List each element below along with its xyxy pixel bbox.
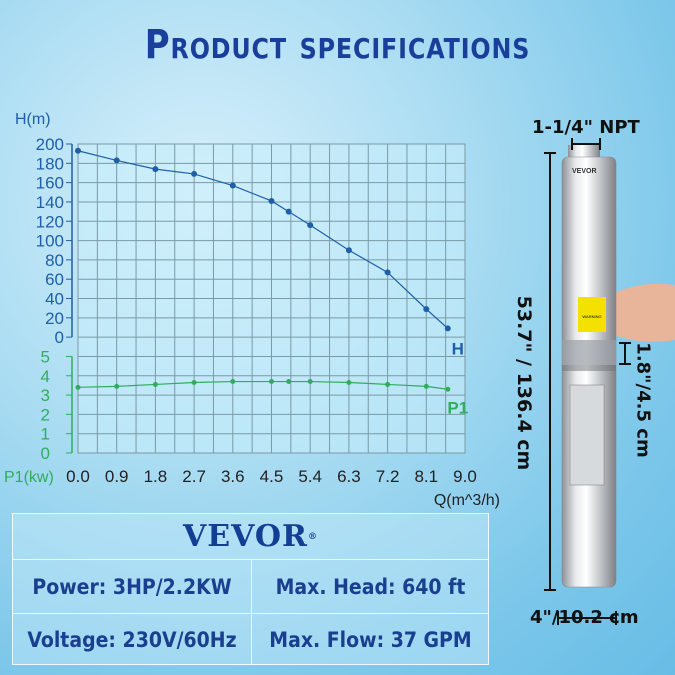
y2-tick-label: 5 <box>41 347 50 366</box>
brand-logo: VEVOR ® <box>183 519 318 554</box>
y-axis-label: H(m) <box>15 111 51 128</box>
y-tick-label: 60 <box>45 270 64 289</box>
chart-grid <box>77 143 466 454</box>
chart-series: H P1 <box>75 147 468 417</box>
data-point-H <box>113 157 120 164</box>
y-tick-label: 200 <box>36 135 64 154</box>
spec-max-head: Max. Head: 640 ft <box>251 559 489 613</box>
data-point-H <box>345 247 352 254</box>
y-tick-label: 180 <box>36 154 64 173</box>
data-point-P1 <box>152 381 158 387</box>
inlet-mesh <box>562 340 616 365</box>
y-tick-label: 120 <box>36 212 64 231</box>
data-point-H <box>229 182 236 189</box>
y-tick-label: 160 <box>36 174 64 193</box>
pump-body <box>561 156 617 588</box>
x-tick-label: 1.8 <box>144 467 168 486</box>
x-tick-label: 5.4 <box>298 467 322 486</box>
x-tick-label: 9.0 <box>453 467 477 486</box>
data-point-P1 <box>75 384 81 390</box>
y2-tick-label: 1 <box>41 425 50 444</box>
y2-tick-label: 4 <box>41 367 50 386</box>
series-line-P1 <box>77 380 448 390</box>
data-point-P1 <box>269 379 274 385</box>
x-tick-label: 4.5 <box>260 467 284 486</box>
svg-text:WARNING: WARNING <box>582 314 601 319</box>
pump-illustration: WARNING VEVOR <box>544 138 675 625</box>
data-point-H <box>444 325 451 332</box>
motor-label <box>569 384 605 486</box>
length-label: 53.7" / 136.4 cm <box>513 295 535 471</box>
warning-label <box>578 297 606 332</box>
data-point-H <box>384 269 391 276</box>
data-point-H <box>191 170 198 177</box>
data-point-H <box>75 147 81 154</box>
outlet-size-label: 1-1/4" NPT <box>532 117 640 138</box>
y-tick-label: 40 <box>45 290 64 309</box>
y2-axis-label: P1(kw) <box>4 469 54 486</box>
inlet-height-label: 1.8"/4.5 cm <box>632 342 654 458</box>
data-point-H <box>307 222 314 229</box>
spec-table: VEVOR ® Power: 3HP/2.2KW Max. Head: 640 f… <box>12 513 489 665</box>
x-tick-label: 0.0 <box>66 467 90 486</box>
series-line-H <box>77 150 449 329</box>
data-point-P1 <box>191 380 197 386</box>
data-point-P1 <box>445 386 451 392</box>
data-point-P1 <box>346 380 352 386</box>
data-point-H <box>152 166 159 173</box>
y-tick-label: 100 <box>36 232 64 251</box>
y2-tick-label: 3 <box>41 386 50 405</box>
data-point-H <box>423 306 430 313</box>
spec-voltage: Voltage: 230V/60Hz <box>13 613 251 665</box>
data-point-P1 <box>423 383 429 389</box>
data-point-P1 <box>230 379 236 385</box>
y2-tick-label: 2 <box>41 405 50 424</box>
series-label-P1: P1 <box>447 398 468 417</box>
data-point-P1 <box>286 379 292 385</box>
y-tick-label: 0 <box>55 328 64 347</box>
page-title: Product specifications <box>144 22 531 68</box>
x-tick-label: 2.7 <box>182 467 206 486</box>
spec-max-flow: Max. Flow: 37 GPM <box>251 613 489 665</box>
y-tick-label: 20 <box>45 309 64 328</box>
x-tick-label: 7.2 <box>376 467 400 486</box>
y-tick-label: 80 <box>45 251 64 270</box>
data-point-P1 <box>385 381 391 387</box>
x-axis-label: Q(m^3/h) <box>434 492 500 509</box>
series-label-H: H <box>452 339 464 358</box>
svg-text:VEVOR: VEVOR <box>572 168 597 175</box>
y-tick-label: 140 <box>36 193 64 212</box>
data-point-H <box>285 208 292 215</box>
hand <box>610 283 675 342</box>
pump-outlet <box>568 145 600 160</box>
x-tick-label: 3.6 <box>221 467 245 486</box>
data-point-P1 <box>114 383 120 389</box>
x-tick-label: 0.9 <box>105 467 129 486</box>
data-point-P1 <box>307 379 313 385</box>
y2-tick-label: 0 <box>41 444 50 463</box>
data-point-H <box>268 197 275 204</box>
diameter-label: 4"/10.2 cm <box>530 607 639 628</box>
x-tick-label: 6.3 <box>337 467 361 486</box>
x-tick-label: 8.1 <box>414 467 438 486</box>
spec-power: Power: 3HP/2.2KW <box>13 559 251 613</box>
